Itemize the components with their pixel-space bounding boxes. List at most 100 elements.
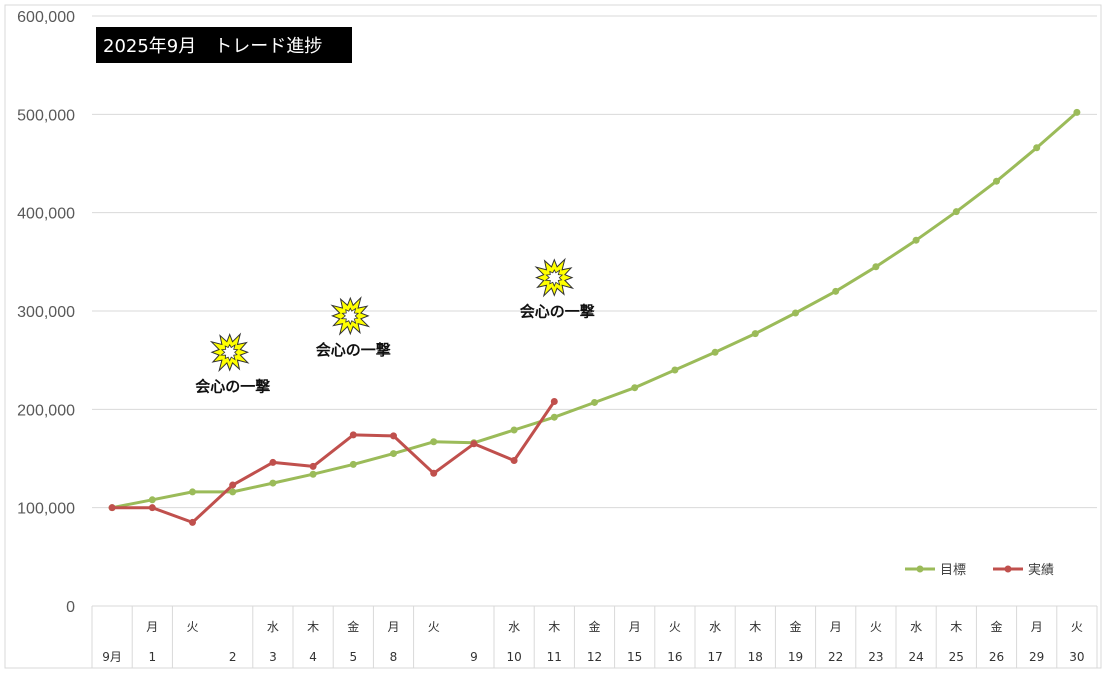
x-tick-weekday: 火 xyxy=(669,620,681,634)
x-tick-date: 17 xyxy=(707,650,722,664)
data-point xyxy=(309,470,317,478)
x-tick-date: 4 xyxy=(309,650,317,664)
data-point xyxy=(792,309,799,317)
x-tick-date: 23 xyxy=(868,650,883,664)
data-point xyxy=(430,438,438,446)
x-tick-weekday: 月 xyxy=(830,620,842,634)
x-tick-weekday: 金 xyxy=(588,619,600,634)
x-tick-date: 26 xyxy=(989,650,1004,664)
data-point xyxy=(349,431,357,439)
x-tick-date: 30 xyxy=(1069,650,1084,664)
data-point xyxy=(993,177,1000,185)
data-point xyxy=(1033,144,1041,152)
x-tick-date: 24 xyxy=(908,650,923,664)
data-point xyxy=(510,426,518,434)
y-tick-label: 100,000 xyxy=(17,501,75,518)
data-point xyxy=(912,236,920,244)
x-tick-date: 12 xyxy=(587,650,602,664)
data-point xyxy=(751,330,759,338)
data-point xyxy=(550,397,558,405)
data-point xyxy=(148,496,156,504)
legend-marker xyxy=(1004,565,1012,573)
data-point xyxy=(671,366,679,374)
data-point xyxy=(309,462,317,470)
x-tick-weekday: 水 xyxy=(910,620,922,634)
data-point xyxy=(349,460,357,468)
x-tick-date: 2 xyxy=(229,650,237,664)
x-tick-weekday: 月 xyxy=(387,620,399,634)
data-point xyxy=(952,208,960,216)
data-point xyxy=(591,398,598,406)
y-tick-label: 200,000 xyxy=(17,402,75,419)
data-point xyxy=(189,488,196,496)
annotation-label: 会心の一撃 xyxy=(195,377,270,395)
series-line-actual xyxy=(112,400,556,524)
data-point xyxy=(550,413,558,421)
y-tick-label: 0 xyxy=(66,599,75,616)
data-point xyxy=(390,450,397,458)
x-tick-date: 25 xyxy=(949,650,964,664)
x-tick-weekday: 水 xyxy=(267,620,279,634)
burst-icon-inner xyxy=(544,269,564,287)
x-tick-date: 16 xyxy=(667,650,682,664)
chart-title-box xyxy=(96,27,352,63)
data-point xyxy=(229,481,237,489)
x-tick-date: 11 xyxy=(547,650,562,664)
annotation-label: 会心の一撃 xyxy=(520,303,595,321)
data-point xyxy=(711,348,719,356)
x-tick-date: 29 xyxy=(1029,650,1044,664)
x-tick-date: 19 xyxy=(788,650,803,664)
y-tick-label: 500,000 xyxy=(17,107,75,124)
y-tick-label: 300,000 xyxy=(17,304,75,321)
x-tick-weekday: 月 xyxy=(1031,620,1043,634)
burst-icon-inner xyxy=(340,307,360,326)
data-point xyxy=(832,287,840,295)
data-point xyxy=(229,488,237,496)
x-tick-date: 22 xyxy=(828,650,843,664)
data-point xyxy=(148,504,156,512)
legend-label: 実績 xyxy=(1028,562,1054,578)
legend-label: 目標 xyxy=(940,563,966,578)
x-tick-weekday: 火 xyxy=(428,620,440,634)
data-point xyxy=(1073,108,1081,116)
x-tick-weekday: 火 xyxy=(1071,620,1083,634)
x-tick-weekday: 金 xyxy=(789,619,801,634)
burst-icon-inner xyxy=(219,343,239,362)
x-tick-weekday: 木 xyxy=(749,620,761,634)
x-tick-weekday: 火 xyxy=(870,620,882,634)
data-point xyxy=(631,384,639,392)
y-tick-label: 400,000 xyxy=(17,206,75,223)
x-tick-date: 10 xyxy=(506,650,521,664)
x-tick-weekday: 水 xyxy=(508,620,520,634)
x-tick-weekday: 木 xyxy=(950,620,962,634)
x-tick-weekday: 木 xyxy=(548,620,560,634)
x-tick-date: 15 xyxy=(627,650,642,664)
x-tick-date: 9 xyxy=(470,650,478,664)
x-tick-weekday: 月 xyxy=(146,620,158,634)
plot-border xyxy=(4,4,1102,669)
data-point xyxy=(430,469,438,477)
data-point xyxy=(390,432,397,440)
x-tick-weekday: 木 xyxy=(307,620,319,634)
x-tick-weekday: 水 xyxy=(709,620,721,634)
legend-marker xyxy=(916,565,924,573)
x-tick-date: 1 xyxy=(148,650,156,664)
y-tick-label: 600,000 xyxy=(17,9,75,26)
data-point xyxy=(269,458,277,466)
x-tick-weekday: 金 xyxy=(347,619,359,634)
x-tick-weekday: 金 xyxy=(990,619,1002,634)
data-point xyxy=(269,479,277,487)
x-tick-weekday: 月 xyxy=(629,620,641,634)
data-point xyxy=(872,263,880,271)
x-tick-date: 5 xyxy=(349,650,357,664)
data-point xyxy=(189,518,196,526)
x-tick-date: 3 xyxy=(269,650,277,664)
annotation-label: 会心の一撃 xyxy=(316,341,391,359)
chart-title: 2025年9月 トレード進捗 xyxy=(103,36,322,57)
data-point xyxy=(510,456,518,464)
x-tick-date: 8 xyxy=(390,650,398,664)
x-tick-date: 9月 xyxy=(102,650,122,664)
data-point xyxy=(108,504,116,512)
